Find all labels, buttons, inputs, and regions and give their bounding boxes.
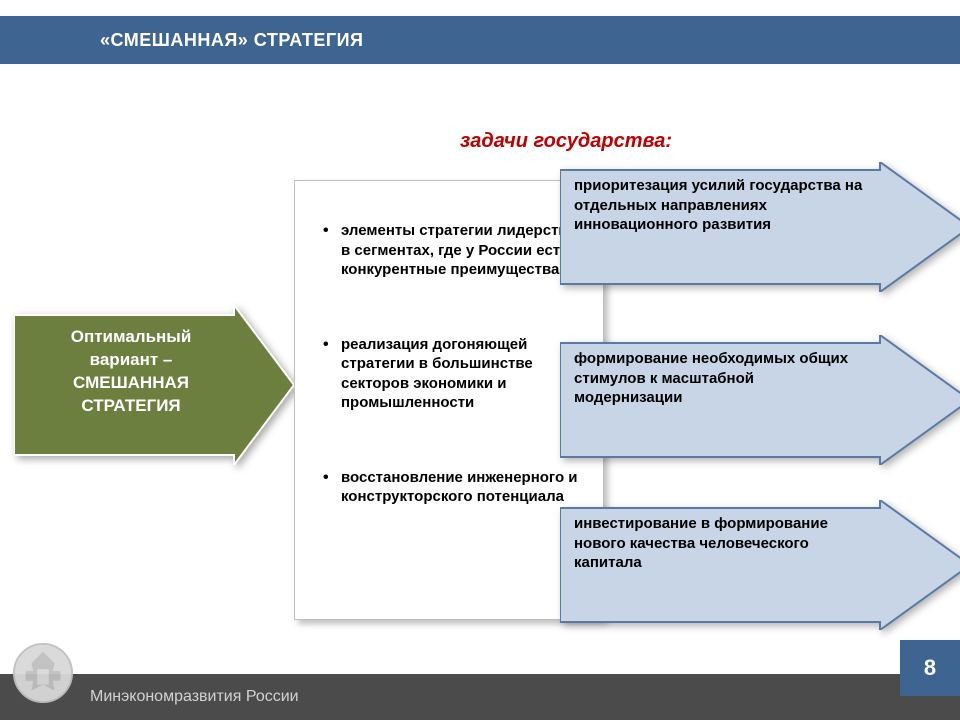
center-bullet: восстановление инженерного и конструктор… (323, 468, 583, 507)
left-arrow-line1: Оптимальный (71, 327, 192, 346)
right-arrow-block-1: приоритезация усилий государства на отде… (560, 162, 960, 292)
footer-band: Минэкономразвития России (0, 674, 960, 720)
right-arrow-block-3: инвестирование в формирование нового кач… (560, 500, 960, 630)
center-bullet: реализация догоняющей стратегии в больши… (323, 335, 583, 413)
slide: «СМЕШАННАЯ» СТРАТЕГИЯ задачи государства… (0, 0, 960, 720)
right-arrow-block-2: формирование необходимых общих стимулов … (560, 335, 960, 465)
left-arrow-text: Оптимальный вариант – СМЕШАННАЯ СТРАТЕГИ… (26, 326, 236, 418)
emblem-icon (12, 642, 74, 704)
left-arrow-line4: СТРАТЕГИЯ (81, 396, 180, 415)
right-arrow-text-2: формирование необходимых общих стимулов … (574, 349, 864, 408)
left-arrow-line2: вариант – (90, 350, 173, 369)
right-arrow-text-3: инвестирование в формирование нового кач… (574, 514, 864, 573)
page-title: «СМЕШАННАЯ» СТРАТЕГИЯ (100, 30, 363, 51)
center-bullet: элементы стратегии лидерства в сегментах… (323, 221, 583, 280)
center-panel: элементы стратегии лидерства в сегментах… (294, 180, 604, 620)
subtitle: задачи государства: (460, 130, 672, 153)
header-band: «СМЕШАННАЯ» СТРАТЕГИЯ (0, 16, 960, 64)
right-arrow-text-1: приоритезация усилий государства на отде… (574, 176, 864, 235)
page-number: 8 (900, 640, 960, 696)
center-bullet-list: элементы стратегии лидерства в сегментах… (323, 221, 583, 507)
footer-ministry: Минэкономразвития России (90, 688, 299, 706)
left-arrow-line3: СМЕШАННАЯ (73, 373, 189, 392)
